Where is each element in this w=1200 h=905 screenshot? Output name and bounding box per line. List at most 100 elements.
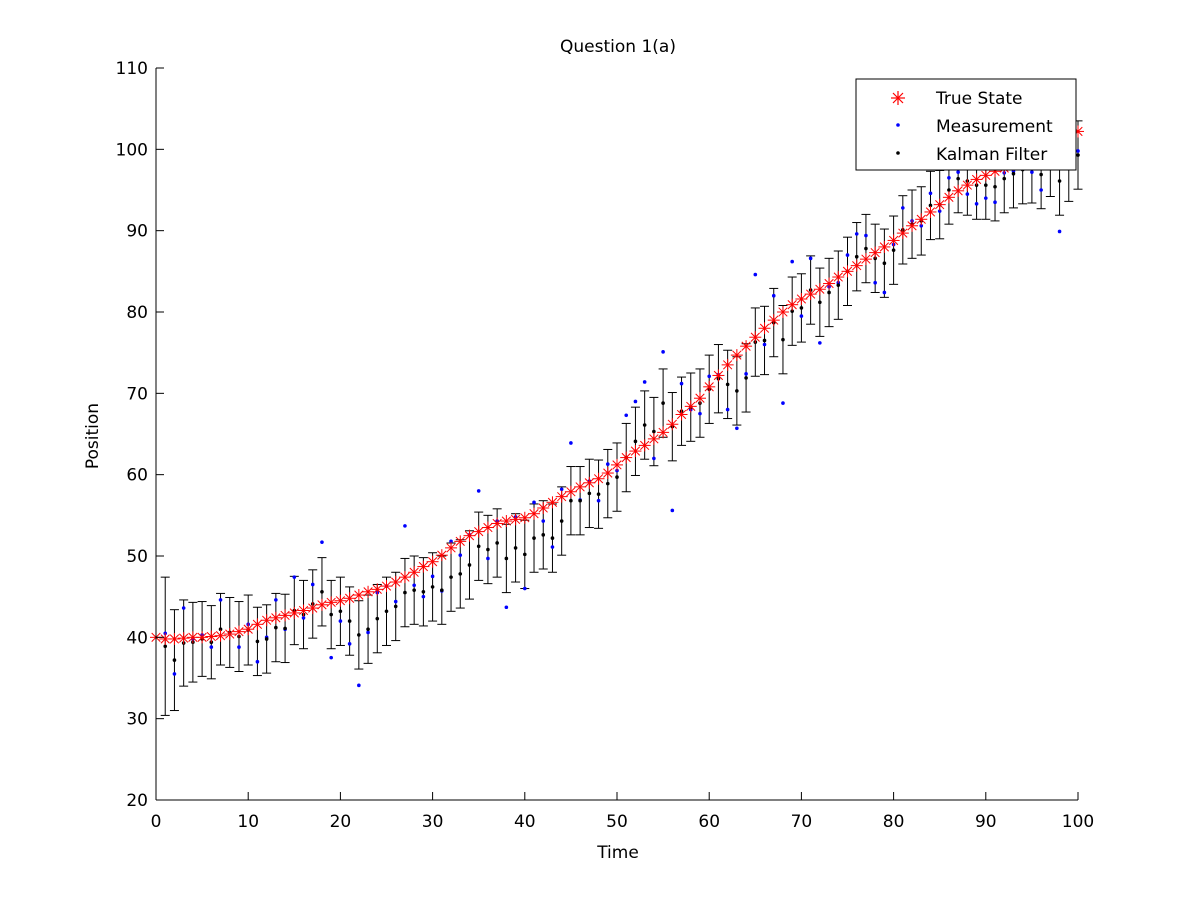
true-state-point: [666, 418, 679, 431]
kalman-point: [928, 203, 933, 208]
measurement-point: [984, 196, 988, 200]
measurement-point: [274, 598, 278, 602]
asterisk-stroke: [667, 419, 677, 429]
kalman-point: [854, 254, 859, 259]
true-state-point: [601, 467, 614, 480]
measurement-point: [762, 342, 767, 347]
kalman-point: [440, 588, 444, 592]
kalman-point: [1076, 153, 1080, 157]
kalman-point: [1057, 179, 1062, 183]
y-tick-label: 90: [126, 222, 148, 242]
measurement-point: [559, 487, 564, 492]
true-state-point: [343, 592, 356, 605]
measurement-point: [808, 256, 813, 261]
asterisk-stroke: [805, 289, 816, 299]
measurement-point: [301, 616, 306, 620]
true-state-point: [315, 598, 328, 611]
true-state-point: [712, 369, 725, 382]
legend-marker-measurement: [896, 123, 900, 127]
measurement-point: [550, 545, 555, 549]
asterisk-stroke: [566, 487, 576, 497]
true-state-point: [767, 314, 780, 327]
measurement-point: [873, 280, 877, 285]
measurement-point: [449, 539, 453, 544]
measurement-point: [1057, 229, 1062, 234]
kalman-point: [476, 544, 481, 549]
measurement-point: [366, 630, 370, 635]
true-state-point: [306, 602, 319, 615]
x-tick-label: 90: [975, 812, 997, 832]
measurement-point: [255, 659, 260, 664]
measurement-point: [799, 314, 804, 318]
kalman-point: [329, 612, 333, 617]
kalman-point: [541, 533, 546, 537]
true-state-point: [564, 485, 577, 498]
legend-label-measurement: Measurement: [936, 117, 1053, 137]
kalman-point: [578, 498, 582, 503]
true-state-point: [463, 529, 476, 542]
kalman-point: [467, 563, 472, 567]
asterisk-stroke: [593, 474, 604, 484]
measurement-point: [652, 456, 656, 461]
measurement-point: [532, 500, 536, 505]
asterisk-stroke: [501, 516, 512, 526]
asterisk-stroke: [335, 596, 346, 606]
true-state-point: [823, 277, 836, 290]
true-state-point: [500, 515, 513, 528]
measurement-point: [403, 524, 407, 528]
kalman-point: [550, 536, 555, 540]
x-tick-label: 100: [1062, 812, 1094, 832]
asterisk-stroke: [206, 631, 216, 642]
measurement-point: [781, 401, 785, 405]
asterisk-stroke: [778, 307, 788, 317]
asterisk-stroke: [603, 468, 613, 478]
true-state-point: [804, 288, 817, 301]
x-tick-label: 60: [698, 812, 720, 832]
asterisk-stroke: [584, 478, 594, 488]
true-state-point: [232, 625, 245, 638]
measurement-point: [476, 489, 481, 493]
asterisk-stroke: [492, 518, 502, 529]
chart-title: Question 1(a): [560, 37, 676, 57]
true-state-point: [924, 205, 937, 218]
true-state-point: [795, 292, 808, 305]
asterisk-stroke: [907, 221, 917, 231]
true-state-point: [583, 476, 596, 489]
measurement-point: [209, 645, 214, 649]
kalman-point: [375, 616, 380, 621]
x-axis-label: Time: [596, 843, 639, 863]
asterisk-stroke: [649, 434, 659, 444]
kalman-point: [1039, 172, 1043, 177]
true-state-point: [325, 596, 338, 609]
asterisk-stroke: [169, 634, 180, 644]
true-state-point: [952, 184, 965, 197]
true-state-point: [380, 580, 393, 593]
asterisk-stroke: [188, 632, 198, 642]
asterisk-stroke: [704, 382, 714, 392]
asterisk-stroke: [317, 600, 327, 610]
true-state-point: [758, 322, 771, 335]
kalman-point: [403, 590, 407, 595]
kalman-point: [836, 283, 841, 287]
asterisk-stroke: [686, 401, 696, 412]
true-state-point: [620, 451, 633, 464]
kalman-point: [559, 519, 564, 523]
legend-box: [855, 78, 1077, 171]
asterisk-stroke: [557, 491, 567, 502]
true-state-point: [721, 358, 734, 371]
asterisk-stroke: [953, 186, 963, 196]
true-state-point: [703, 380, 716, 393]
true-state-point: [906, 219, 919, 232]
kalman-point: [283, 626, 287, 631]
measurement-point: [421, 594, 426, 599]
asterisk-stroke: [888, 235, 899, 246]
measurement-point: [218, 598, 223, 602]
asterisk-stroke: [722, 360, 733, 370]
true-state-point: [675, 408, 688, 421]
asterisk-stroke: [695, 393, 705, 403]
true-state-point: [657, 426, 670, 439]
asterisk-stroke: [400, 572, 410, 582]
true-state-point: [389, 576, 402, 589]
true-state-point: [251, 618, 264, 631]
